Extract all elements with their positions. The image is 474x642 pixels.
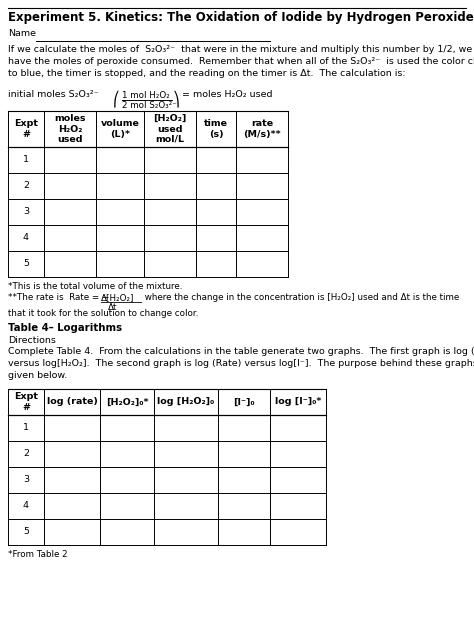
Text: 5: 5 [23, 259, 29, 268]
Text: = moles H₂O₂ used: = moles H₂O₂ used [182, 90, 273, 99]
Text: Expt
#: Expt # [14, 392, 38, 412]
Text: Complete Table 4.  From the calculations in the table generate two graphs.  The : Complete Table 4. From the calculations … [8, 347, 474, 380]
Text: Name: Name [8, 29, 36, 38]
Text: time
(s): time (s) [204, 119, 228, 139]
Text: Table 4– Logarithms: Table 4– Logarithms [8, 323, 122, 333]
Text: moles
H₂O₂
used: moles H₂O₂ used [54, 114, 86, 144]
Text: *This is the total volume of the mixture.: *This is the total volume of the mixture… [8, 282, 182, 291]
Text: 4: 4 [23, 501, 29, 510]
Text: 1: 1 [23, 155, 29, 164]
Text: log [H₂O₂]₀: log [H₂O₂]₀ [157, 397, 215, 406]
Text: 2: 2 [23, 449, 29, 458]
Text: log (rate): log (rate) [46, 397, 98, 406]
Text: 2: 2 [23, 182, 29, 191]
Text: If we calculate the moles of  S₂O₃²⁻  that were in the mixture and multiply this: If we calculate the moles of S₂O₃²⁻ that… [8, 45, 474, 78]
Text: 2 mol S₂O₃²⁻: 2 mol S₂O₃²⁻ [122, 101, 177, 110]
Text: Kinetics: The Oxidation of Iodide by Hydrogen Peroxide: Kinetics: The Oxidation of Iodide by Hyd… [105, 11, 474, 24]
Text: 3: 3 [23, 207, 29, 216]
Text: ⎞: ⎞ [173, 90, 180, 107]
Text: [I⁻]₀: [I⁻]₀ [233, 397, 255, 406]
Text: Experiment 5.: Experiment 5. [8, 11, 101, 24]
Text: that it took for the solution to change color.: that it took for the solution to change … [8, 309, 199, 318]
Text: ⎛: ⎛ [113, 90, 120, 107]
Text: 1 mol H₂O₂: 1 mol H₂O₂ [122, 91, 170, 100]
Text: volume
(L)*: volume (L)* [100, 119, 139, 139]
Text: initial moles S₂O₃²⁻: initial moles S₂O₃²⁻ [8, 90, 99, 99]
Text: [H₂O₂]
used
mol/L: [H₂O₂] used mol/L [153, 114, 187, 144]
Text: rate
(M/s)**: rate (M/s)** [243, 119, 281, 139]
Text: 1: 1 [23, 424, 29, 433]
Text: Δt: Δt [108, 303, 118, 312]
Text: 4: 4 [23, 234, 29, 243]
Text: *From Table 2: *From Table 2 [8, 550, 68, 559]
Text: where the change in the concentration is [H₂O₂] used and Δt is the time: where the change in the concentration is… [142, 293, 459, 302]
Text: [H₂O₂]₀*: [H₂O₂]₀* [106, 397, 148, 406]
Text: 5: 5 [23, 528, 29, 537]
Text: Expt
#: Expt # [14, 119, 38, 139]
Text: Δ[H₂O₂]: Δ[H₂O₂] [101, 293, 135, 302]
Text: Directions: Directions [8, 336, 56, 345]
Text: 3: 3 [23, 476, 29, 485]
Text: **The rate is  Rate = −: **The rate is Rate = − [8, 293, 109, 302]
Text: log [I⁻]₀*: log [I⁻]₀* [275, 397, 321, 406]
